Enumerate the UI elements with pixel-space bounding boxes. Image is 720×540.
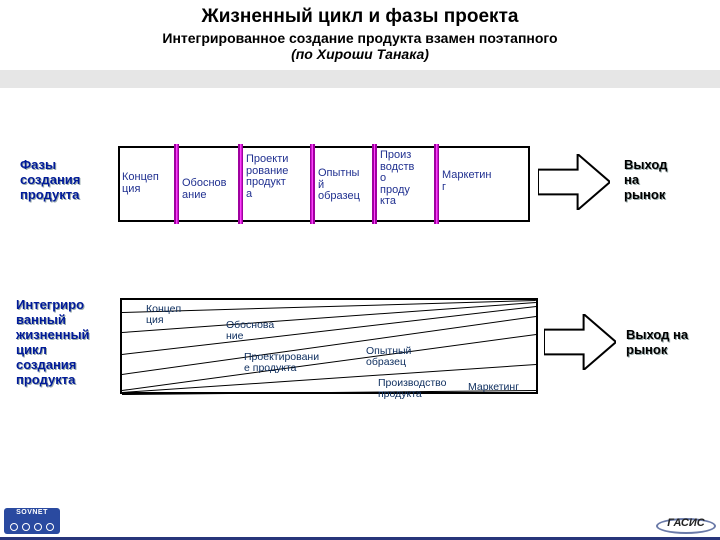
page-attribution: (по Хироши Танака) [0,46,720,62]
header-band [0,70,720,88]
phase-divider [434,144,439,224]
integrated-label: Интегрированныйжизненныйциклсозданияпрод… [16,298,90,388]
integrated-phase-3: Опытныйобразец [366,346,411,368]
phase-label-4: Производствопродукта [380,150,414,208]
title-area: Жизненный цикл и фазы проекта Интегриров… [0,0,720,64]
integrated-phase-4: Производствопродукта [378,378,446,400]
page-title: Жизненный цикл и фазы проекта [0,6,720,28]
diagram-canvas: Фазысозданияпродукта Концепция Обоснование… [0,88,720,528]
phase-label-3: Опытныйобразец [318,168,360,203]
phase-label-1: Обоснование [182,178,227,201]
phase-divider [372,144,377,224]
sequential-label: Фазысозданияпродукта [20,158,80,203]
integrated-phase-2: Проектирование продукта [244,352,319,374]
integrated-output-label: Выход нарынок [626,328,688,358]
integrated-phase-1: Обоснование [226,320,274,342]
integrated-phase-5: Маркетинг [468,382,519,393]
logo-gasis: ГАСИС [656,512,716,536]
phase-label-0: Концепция [122,172,159,195]
phase-divider [174,144,179,224]
sequential-arrow [538,154,610,210]
phase-label-2: Проектированиепродукта [246,154,288,200]
sequential-output-label: Выходнарынок [624,158,667,203]
integrated-arrow [544,314,616,370]
phase-divider [238,144,243,224]
phase-divider [310,144,315,224]
page-subtitle: Интегрированное создание продукта взамен… [0,30,720,46]
integrated-phase-0: Концепция [146,304,181,326]
logo-gasis-text: ГАСИС [656,517,716,529]
logo-sovnet-text: SOVNET [4,509,60,516]
logo-sovnet: SOVNET [4,508,60,534]
phase-label-5: Маркетинг [442,170,491,193]
